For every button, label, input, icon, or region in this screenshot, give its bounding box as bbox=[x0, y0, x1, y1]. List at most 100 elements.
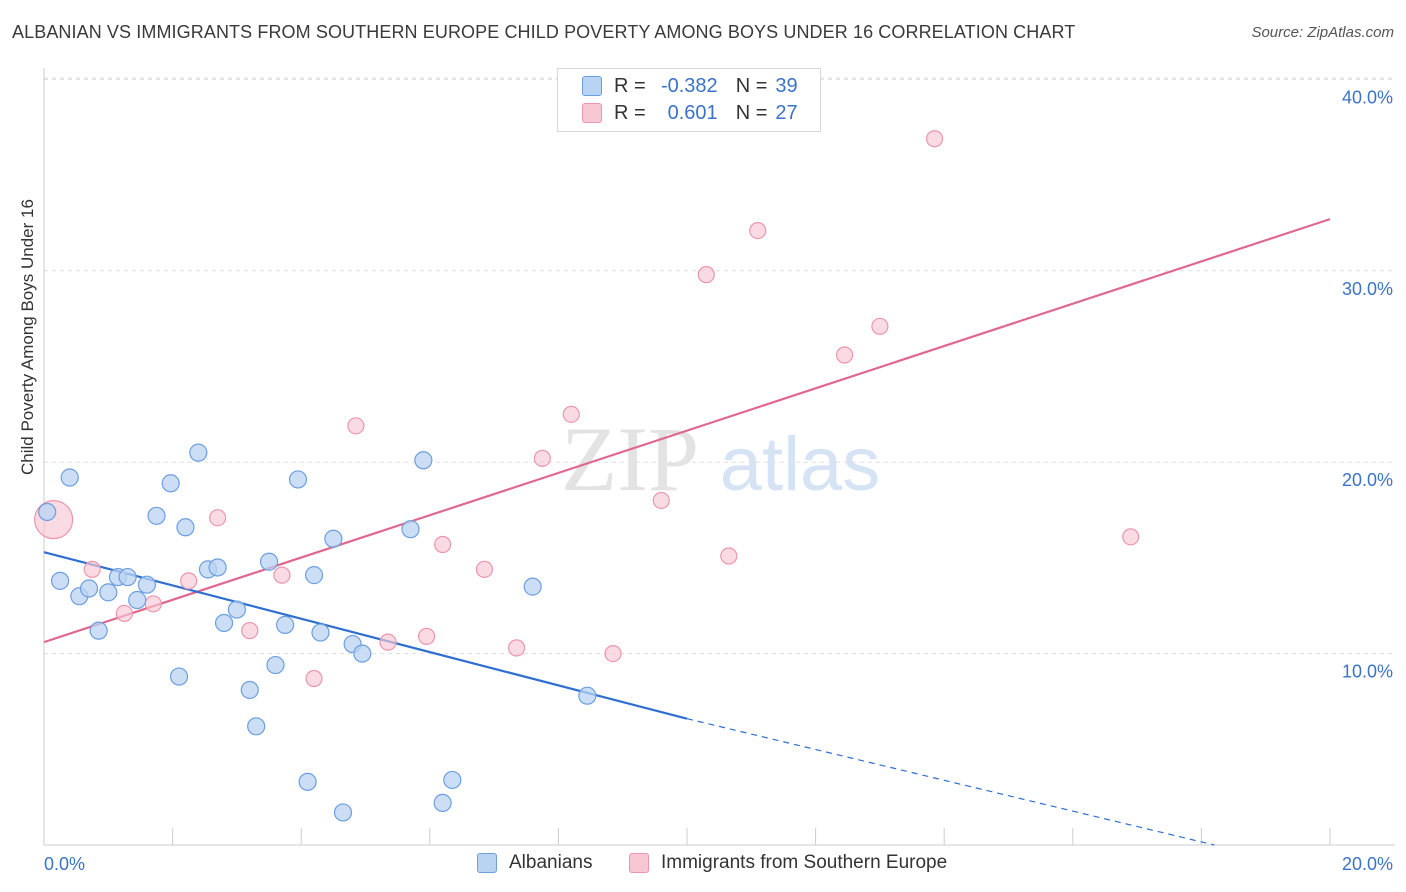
immigrants-point bbox=[871, 317, 889, 335]
immigrants-r-value: 0.601 bbox=[667, 101, 718, 124]
x-tick-label: 20.0% bbox=[1342, 854, 1393, 874]
albanians-point bbox=[147, 506, 166, 525]
immigrants-trend-line bbox=[43, 218, 1331, 644]
immigrants-point bbox=[604, 644, 622, 663]
albanians-point bbox=[288, 470, 308, 489]
albanians-point bbox=[443, 770, 462, 790]
legend-row-albanians: R = -0.382 N = 39 bbox=[582, 73, 798, 99]
immigrants-point bbox=[347, 417, 365, 435]
y-axis-label: Child Poverty Among Boys Under 16 bbox=[18, 199, 37, 475]
immigrants-legend-swatch bbox=[629, 853, 649, 873]
immigrants-point bbox=[925, 130, 944, 148]
albanians-point bbox=[298, 772, 317, 791]
immigrants-point bbox=[475, 560, 494, 578]
albanians-point bbox=[99, 583, 118, 602]
immigrants-point bbox=[835, 346, 854, 364]
immigrants-legend-label: Immigrants from Southern Europe bbox=[661, 852, 948, 873]
albanians-point bbox=[311, 623, 330, 642]
albanians-swatch bbox=[582, 76, 602, 96]
axes bbox=[43, 68, 1395, 846]
immigrants-point bbox=[115, 604, 133, 623]
albanians-legend-swatch bbox=[477, 853, 497, 873]
albanians-point bbox=[523, 577, 542, 596]
albanians-point bbox=[227, 600, 246, 619]
albanians-point bbox=[118, 567, 137, 587]
immigrants-n-value: 27 bbox=[775, 101, 798, 124]
albanians-n-value: 39 bbox=[775, 74, 798, 97]
immigrants-point bbox=[209, 509, 227, 527]
series-legend: Albanians Immigrants from Southern Europ… bbox=[0, 850, 1406, 878]
albanians-point bbox=[304, 566, 324, 585]
immigrants-point bbox=[697, 266, 715, 284]
immigrants-point bbox=[180, 572, 198, 590]
albanians-point bbox=[208, 558, 227, 577]
albanians-points bbox=[38, 443, 597, 822]
immigrants-points bbox=[34, 99, 1140, 688]
y-tick-label: 10.0% bbox=[1342, 662, 1393, 682]
legend-item-albanians[interactable]: Albanians bbox=[477, 852, 592, 874]
watermark-zip: ZIP bbox=[561, 408, 699, 510]
albanians-point bbox=[353, 644, 372, 663]
albanians-point bbox=[276, 615, 295, 634]
albanians-point bbox=[266, 655, 285, 675]
immigrants-point bbox=[434, 535, 452, 554]
immigrants-point bbox=[305, 669, 323, 688]
immigrants-point bbox=[749, 222, 767, 240]
albanians-point bbox=[169, 667, 189, 686]
albanians-r-label: R = bbox=[614, 74, 646, 97]
albanians-point bbox=[324, 529, 343, 548]
y-tick-label: 30.0% bbox=[1342, 279, 1393, 299]
albanians-point bbox=[214, 613, 234, 633]
albanians-point bbox=[247, 717, 266, 736]
immigrants-point bbox=[533, 449, 551, 467]
albanians-point bbox=[89, 621, 108, 640]
albanians-point bbox=[38, 502, 57, 522]
albanians-point bbox=[259, 552, 279, 571]
albanians-n-label: N = bbox=[735, 74, 768, 97]
legend-row-immigrants: R = 0.601 N = 27 bbox=[582, 100, 798, 126]
albanians-point bbox=[161, 474, 180, 493]
immigrants-point bbox=[562, 405, 580, 423]
albanians-point bbox=[176, 518, 195, 537]
immigrants-point bbox=[241, 622, 259, 640]
immigrants-point bbox=[652, 491, 670, 510]
stats-legend: R = -0.382 N = 39 R = 0.601 N = 27 bbox=[557, 68, 821, 132]
albanians-point bbox=[401, 520, 420, 539]
watermark-atlas: atlas bbox=[720, 422, 881, 507]
albanians-point bbox=[60, 468, 79, 487]
albanians-point bbox=[414, 451, 433, 470]
albanians-point bbox=[433, 793, 452, 812]
watermark: ZIP atlas bbox=[561, 408, 880, 510]
albanians-r-value: -0.382 bbox=[660, 74, 718, 97]
immigrants-n-label: N = bbox=[735, 101, 768, 124]
immigrants-point bbox=[417, 627, 436, 645]
albanians-point bbox=[50, 571, 70, 590]
y-tick-label: 40.0% bbox=[1342, 87, 1393, 107]
albanians-point bbox=[128, 590, 147, 610]
immigrants-point bbox=[273, 566, 291, 584]
immigrants-r-label: R = bbox=[614, 101, 646, 124]
immigrants-swatch bbox=[582, 103, 602, 123]
immigrants-point bbox=[508, 639, 526, 657]
chart-title: ALBANIAN VS IMMIGRANTS FROM SOUTHERN EUR… bbox=[12, 22, 1076, 42]
y-tick-label: 20.0% bbox=[1342, 470, 1393, 490]
albanians-legend-label: Albanians bbox=[509, 852, 593, 873]
tick-labels: 10.0% 20.0% 30.0% 40.0% 0.0% 20.0% bbox=[44, 87, 1393, 874]
immigrants-point bbox=[379, 633, 397, 651]
albanians-trend-extension bbox=[686, 718, 1215, 846]
albanians-point bbox=[79, 579, 99, 598]
immigrants-point bbox=[83, 560, 101, 578]
immigrants-point bbox=[720, 547, 738, 565]
albanians-point bbox=[137, 575, 156, 594]
albanians-point bbox=[189, 443, 208, 462]
immigrants-point bbox=[144, 595, 162, 613]
albanians-point bbox=[240, 680, 259, 700]
source-credit: Source: ZipAtlas.com bbox=[1251, 24, 1394, 41]
legend-item-immigrants[interactable]: Immigrants from Southern Europe bbox=[629, 852, 947, 874]
albanians-point bbox=[578, 686, 597, 705]
albanians-point bbox=[333, 803, 353, 822]
gridlines bbox=[44, 77, 1395, 655]
immigrants-point bbox=[1122, 528, 1140, 546]
x-tick-label: 0.0% bbox=[44, 854, 85, 874]
